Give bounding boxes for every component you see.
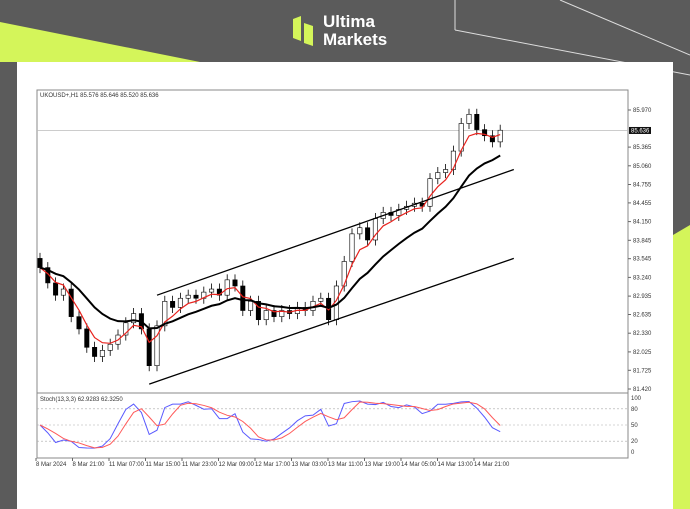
y-tick-label: 85.365	[633, 145, 652, 151]
y-tick-label: 83.240	[633, 275, 652, 281]
x-tick-label: 13 Mar 19:00	[365, 462, 401, 468]
y-tick-label: 82.025	[633, 350, 652, 356]
candle	[443, 169, 449, 173]
candle	[232, 279, 238, 287]
stoch-level-label: 100	[631, 396, 642, 402]
y-tick-label: 81.725	[633, 368, 652, 374]
y-tick-label: 83.545	[633, 257, 652, 263]
stoch-level-label: 50	[631, 423, 638, 429]
brand-name-line2: Markets	[323, 30, 388, 49]
candle	[92, 347, 98, 357]
x-tick-label: 13 Mar 03:00	[292, 462, 328, 468]
candle	[240, 285, 246, 311]
candle	[263, 310, 269, 321]
candle	[60, 288, 66, 296]
y-tick-label: 84.150	[633, 220, 652, 226]
candle	[248, 301, 254, 311]
y-tick-label: 85.060	[633, 164, 652, 170]
y-tick-label: 82.330	[633, 331, 652, 337]
candle	[162, 301, 168, 327]
candle	[154, 325, 160, 366]
channel-lower-line	[148, 257, 515, 385]
candle	[170, 301, 176, 308]
x-tick-label: 12 Mar 17:00	[255, 462, 291, 468]
lime-band-left	[0, 22, 200, 62]
candle	[68, 288, 74, 317]
candle	[427, 178, 433, 207]
stoch-signal-line	[39, 401, 501, 449]
x-tick-label: 8 Mar 21:00	[73, 462, 106, 468]
candle	[482, 129, 488, 137]
candle	[435, 172, 441, 179]
candle	[318, 297, 324, 302]
stoch-level-label: 80	[631, 407, 638, 413]
y-tick-label: 85.970	[633, 108, 652, 114]
y-tick-label: 82.635	[633, 312, 652, 318]
y-tick-label: 84.455	[633, 201, 652, 207]
candle	[76, 316, 82, 330]
candle	[107, 343, 113, 351]
symbol-header: UKOUSD+,H1 85.576 85.646 85.520 85.636	[40, 93, 159, 99]
x-tick-label: 13 Mar 11:00	[328, 462, 364, 468]
candle	[497, 129, 503, 143]
x-tick-label: 11 Mar 23:00	[182, 462, 218, 468]
candle	[37, 258, 43, 268]
x-tick-label: 11 Mar 15:00	[146, 462, 182, 468]
candle	[450, 150, 456, 170]
x-tick-label: 12 Mar 09:00	[219, 462, 255, 468]
candle	[357, 227, 363, 235]
x-tick-label: 8 Mar 2024	[36, 462, 67, 468]
fast-moving-average	[39, 132, 501, 344]
candle	[123, 322, 129, 336]
candle	[185, 294, 191, 299]
y-tick-label: 81.420	[633, 387, 652, 393]
candle	[177, 297, 183, 308]
slow-moving-average	[39, 154, 501, 330]
channel-upper-line	[156, 168, 515, 296]
logo-mark-icon	[293, 16, 313, 46]
candle	[209, 288, 215, 293]
y-tick-label: 82.935	[633, 294, 652, 300]
candle	[146, 328, 152, 366]
candle	[466, 113, 472, 124]
x-tick-label: 14 Mar 13:00	[438, 462, 474, 468]
candle	[53, 282, 59, 296]
stoch-label: Stoch(13,3,3) 62.9283 62.3250	[40, 397, 123, 403]
candle	[99, 350, 105, 357]
stoch-level-label: 0	[631, 450, 635, 456]
candle	[279, 310, 285, 317]
x-tick-label: 14 Mar 05:00	[401, 462, 437, 468]
candle	[224, 279, 230, 296]
current-price-label: 85.636	[631, 128, 650, 134]
y-tick-label: 83.845	[633, 238, 652, 244]
price-chart[interactable]: UKOUSD+,H1 85.576 85.646 85.520 85.636 S…	[17, 62, 673, 509]
candle	[84, 328, 90, 348]
y-tick-label: 84.755	[633, 183, 652, 189]
brand-name-line1: Ultima	[323, 12, 375, 31]
candle	[474, 113, 480, 130]
x-tick-label: 14 Mar 21:00	[474, 462, 510, 468]
chart-card: UKOUSD+,H1 85.576 85.646 85.520 85.636 S…	[17, 62, 673, 509]
brand-logo: Ultima Markets	[293, 13, 387, 49]
candle	[193, 294, 199, 299]
candle	[365, 227, 371, 241]
candle	[349, 233, 355, 262]
chart-frame	[36, 89, 629, 459]
stoch-level-label: 20	[631, 439, 638, 445]
lime-band-right	[673, 225, 690, 509]
x-tick-label: 11 Mar 07:00	[109, 462, 145, 468]
candle	[489, 135, 495, 143]
candle	[131, 313, 137, 324]
candle	[255, 301, 261, 321]
current-price-tag	[629, 126, 651, 134]
candle	[271, 310, 277, 317]
